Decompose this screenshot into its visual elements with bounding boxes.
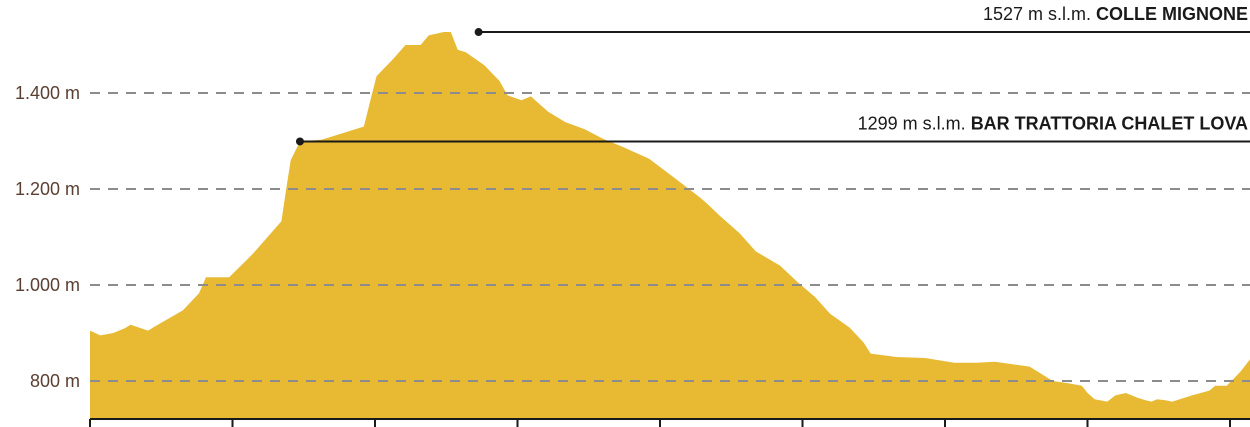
annotation-place-name: BAR TRATTORIA CHALET LOVA <box>971 113 1248 133</box>
annotation-place-name: COLLE MIGNONE <box>1096 4 1248 24</box>
y-tick-label: 1.000 m <box>15 275 80 295</box>
y-tick-label: 1.200 m <box>15 179 80 199</box>
y-tick-label: 800 m <box>30 371 80 391</box>
x-axis <box>89 418 1250 427</box>
annotation-altitude: 1527 m s.l.m. <box>983 4 1096 24</box>
annotation-label: 1527 m s.l.m. COLLE MIGNONE <box>983 4 1248 24</box>
annotation-marker <box>295 137 304 146</box>
annotations: 1527 m s.l.m. COLLE MIGNONE 1299 m s.l.m.… <box>295 4 1250 146</box>
y-tick-label: 1.400 m <box>15 83 80 103</box>
area-layer <box>90 32 1250 419</box>
y-axis-labels: 800 m 1.000 m 1.200 m 1.400 m <box>15 83 80 391</box>
annotation-altitude: 1299 m s.l.m. <box>858 113 971 133</box>
annotation-marker <box>474 28 483 37</box>
elevation-area <box>90 32 1250 419</box>
grid-layer <box>90 92 1250 382</box>
annotation-label: 1299 m s.l.m. BAR TRATTORIA CHALET LOVA <box>858 113 1248 133</box>
